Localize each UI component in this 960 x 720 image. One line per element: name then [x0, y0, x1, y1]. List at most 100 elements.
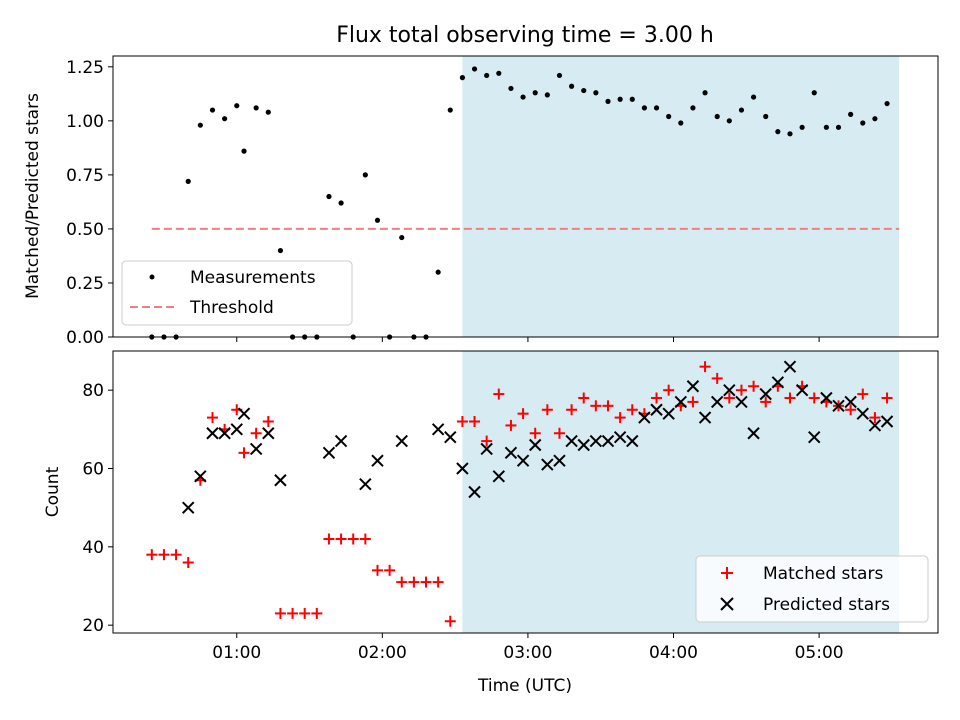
predicted-star-point — [565, 434, 578, 448]
predicted-star-point — [456, 462, 469, 475]
legend-matched-label: Matched stars — [763, 564, 883, 584]
predicted-star-point — [698, 411, 712, 424]
measurement-point — [726, 118, 732, 124]
matched-star-point — [206, 412, 218, 424]
measurement-point — [702, 90, 708, 96]
matched-star-point — [347, 533, 359, 545]
predicted-star-point — [613, 430, 627, 444]
predicted-star-point — [880, 415, 894, 428]
matched-star-point — [493, 388, 505, 400]
measurement-point — [617, 96, 623, 102]
predicted-star-point — [735, 395, 748, 409]
predicted-star-point — [577, 438, 590, 452]
top-legend-box — [121, 260, 353, 326]
measurement-point — [872, 116, 878, 122]
predicted-star-point — [249, 442, 263, 456]
matched-star-point — [566, 404, 578, 416]
matched-star-point — [396, 576, 408, 588]
matched-star-point — [311, 607, 323, 619]
matched-star-point — [408, 576, 420, 588]
bottom-axes-frame — [112, 350, 939, 634]
measurement-point — [471, 66, 478, 72]
predicted-star-point — [516, 454, 530, 467]
predicted-star-point — [492, 470, 506, 483]
measurement-point — [277, 247, 284, 254]
matched-star-point — [432, 576, 444, 588]
y-tick-label: 0.25 — [66, 274, 104, 294]
predicted-star-point — [230, 423, 243, 436]
x-tick-label: 05:00 — [795, 643, 844, 663]
predicted-star-point — [844, 395, 857, 409]
legend-predicted-label: Predicted stars — [763, 595, 890, 615]
measurement-point — [775, 129, 781, 135]
measurement-point — [374, 217, 381, 223]
measurement-point — [787, 131, 793, 137]
matched-star-point — [784, 392, 796, 404]
top-legend: Measurements Threshold — [121, 260, 353, 326]
predicted-star-point — [589, 434, 603, 448]
matched-star-point — [262, 416, 274, 427]
matched-star-point — [420, 576, 432, 588]
measurement-point — [605, 98, 611, 104]
matched-star-point — [146, 549, 158, 561]
y-tick-label: 0.50 — [66, 220, 104, 240]
bottom-legend-box — [695, 555, 929, 623]
measurement-point — [835, 124, 842, 130]
x-tick-label: 02:00 — [358, 643, 407, 663]
legend-measurements-label: Measurements — [190, 268, 316, 288]
measurement-point — [326, 193, 332, 200]
predicted-star-point — [334, 434, 348, 448]
matched-star-point — [250, 427, 262, 439]
predicted-star-point — [553, 454, 566, 467]
predicted-star-point — [541, 458, 554, 471]
matched-star-point — [323, 533, 335, 545]
predicted-star-point — [856, 407, 869, 420]
predicted-star-point — [783, 360, 797, 373]
matched-star-point — [578, 392, 590, 404]
matched-star-point — [711, 372, 723, 384]
predicted-star-point — [528, 438, 542, 452]
predicted-star-point — [237, 407, 251, 420]
measurement-point — [362, 172, 368, 178]
y-tick-label: 1.25 — [66, 58, 104, 78]
predicted-star-point — [218, 427, 231, 440]
matched-star-point — [274, 607, 286, 619]
x-tick-label: 03:00 — [503, 643, 552, 663]
matched-star-point — [748, 380, 760, 392]
predicted-star-point — [650, 403, 663, 416]
measurement-point — [234, 103, 240, 109]
matched-star-point — [517, 408, 529, 420]
predicted-star-point — [468, 485, 481, 499]
measurement-point — [484, 72, 490, 79]
measurement-point — [197, 122, 203, 128]
matched-star-point — [857, 388, 869, 400]
predicted-star-point — [686, 380, 700, 393]
predicted-star-point — [359, 477, 372, 491]
matched-star-point — [553, 427, 565, 439]
predicted-star-point — [194, 470, 207, 483]
measurement-point — [496, 70, 502, 76]
predicted-star-point — [206, 427, 219, 440]
bottom-panel: 20 40 60 80 01:00 02:00 03:00 04:00 05:00 — [82, 350, 939, 663]
predicted-star-point — [771, 376, 785, 389]
measurement-point — [799, 124, 805, 130]
predicted-star-point — [710, 395, 724, 409]
measurement-point — [508, 85, 514, 92]
measurement-point — [265, 109, 271, 115]
matched-star-point — [651, 392, 663, 404]
measurement-point — [593, 90, 599, 96]
matched-star-point — [881, 392, 893, 404]
matched-star-point — [663, 384, 675, 396]
measurement-point — [629, 96, 635, 102]
top-ylabel: Matched/Predicted stars — [23, 93, 43, 299]
predicted-star-point — [395, 434, 408, 448]
predicted-star-point — [723, 383, 736, 397]
matched-star-point — [371, 564, 383, 576]
measurement-point — [222, 116, 228, 122]
predicted-star-point — [820, 391, 833, 405]
matched-star-point — [808, 392, 820, 404]
y-tick-label: 40 — [82, 538, 104, 558]
measurement-point — [241, 148, 247, 154]
measurement-point — [653, 105, 660, 111]
